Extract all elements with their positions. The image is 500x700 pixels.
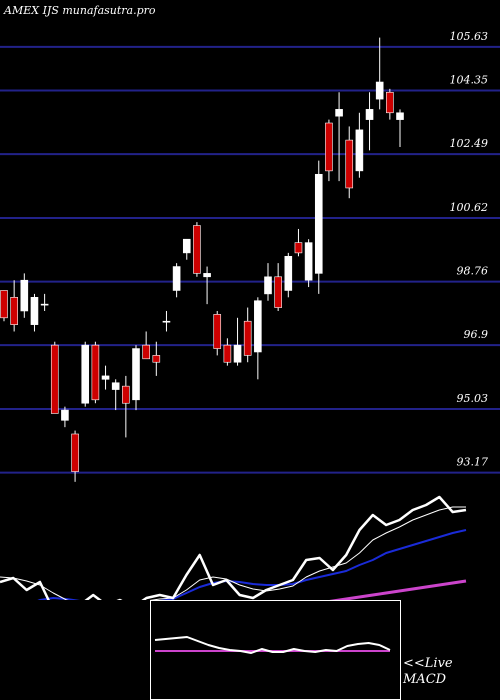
candle-body (264, 276, 272, 295)
indicator-label: <<Live (403, 656, 453, 671)
candle-body (254, 300, 262, 353)
y-tick-label: 102.49 (450, 137, 489, 150)
candle-body (10, 297, 18, 325)
y-tick-label: 98.76 (457, 265, 489, 278)
candle-body (182, 238, 191, 254)
series-line (154, 636, 391, 654)
candle-body (294, 242, 303, 254)
candle-body (304, 242, 313, 281)
candle-body (365, 109, 374, 120)
candle-body (152, 355, 161, 363)
candle-body (40, 303, 49, 306)
candle-body (81, 344, 90, 404)
candle-body (355, 129, 364, 172)
candle-body (0, 290, 8, 319)
y-tick-label: 100.62 (450, 201, 489, 214)
candle-body (325, 122, 333, 172)
candle-body (50, 344, 59, 414)
y-tick-label: 104.35 (450, 74, 489, 87)
candle-body (223, 344, 232, 363)
candle-body (142, 344, 150, 360)
y-tick-label: 96.9 (464, 328, 489, 341)
candle-body (91, 344, 100, 401)
candle-body (172, 266, 181, 291)
candle-body (193, 225, 201, 274)
candle-body (314, 173, 323, 274)
candle-body (243, 320, 252, 356)
y-tick-label: 105.63 (450, 30, 489, 43)
candle-body (213, 314, 222, 349)
candle-body (335, 109, 343, 117)
series-line (0, 495, 467, 614)
candle-body (162, 320, 171, 323)
candle-body (386, 91, 394, 114)
candle-body (233, 344, 242, 363)
candle-body (396, 112, 404, 120)
candle-body (61, 409, 69, 421)
legend-box (0, 600, 150, 700)
candle-body (132, 348, 140, 401)
indicator-label: MACD (402, 672, 447, 687)
candle-body (30, 297, 39, 325)
candle-body (20, 279, 29, 312)
candle-body (203, 273, 211, 278)
candle-body (345, 139, 354, 189)
chart-title: AMEX IJS munafasutra.pro (3, 4, 156, 17)
candle-body (71, 433, 79, 472)
y-tick-label: 95.03 (457, 392, 489, 405)
candle-body (111, 382, 120, 390)
series-line (0, 529, 467, 613)
candle-body (375, 81, 384, 100)
candle-body (122, 385, 130, 404)
y-tick-label: 93.17 (457, 456, 489, 469)
price-panel: 105.63 104.35 102.49 100.62 98.76 96.9 95.03 93… (0, 30, 500, 482)
candle-body (284, 255, 293, 291)
candle-body (274, 276, 282, 308)
candle-body (101, 375, 110, 380)
